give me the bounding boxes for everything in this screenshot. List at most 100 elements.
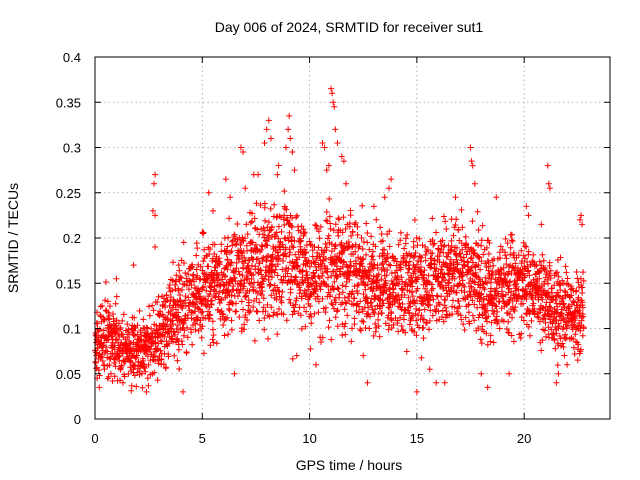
data-point [212,257,219,264]
data-point [564,275,571,282]
data-point [579,284,586,291]
data-point [528,317,535,324]
data-point [423,248,430,255]
data-point [523,243,530,250]
data-point [433,229,440,236]
data-point [560,280,567,287]
data-point [409,293,416,300]
data-point [250,287,257,294]
data-point [102,297,109,304]
data-point [386,285,393,292]
data-point [257,202,264,209]
data-point [302,323,309,330]
data-point [323,217,330,224]
data-point [492,303,499,310]
data-point [410,243,417,250]
data-point [243,221,250,228]
data-point [285,126,292,133]
data-point [192,320,199,327]
data-point [539,337,546,344]
data-point [268,268,275,275]
data-point [286,246,293,253]
data-point [312,286,319,293]
data-point [541,278,548,285]
data-point [325,162,332,169]
data-point [413,297,420,304]
data-point [103,344,110,351]
data-point [551,337,558,344]
data-point [500,292,507,299]
data-point [242,235,249,242]
data-point [261,204,268,211]
data-point [251,337,258,344]
data-point [250,271,257,278]
data-point [366,246,373,253]
data-point [157,308,164,315]
data-point [485,259,492,266]
data-point [270,312,277,319]
data-point [484,384,491,391]
data-point [508,270,515,277]
data-point [211,241,218,248]
data-point [408,289,415,296]
data-point [370,332,377,339]
data-point [481,286,488,293]
data-point [442,218,449,225]
data-point [347,207,354,214]
data-point [430,241,437,248]
data-point [436,258,443,265]
data-point [552,345,559,352]
data-point [352,241,359,248]
data-point [235,286,242,293]
data-point [575,279,582,286]
data-point [334,139,341,146]
data-point [580,269,587,276]
data-point [509,238,516,245]
data-point [451,304,458,311]
data-point [539,296,546,303]
data-point [404,269,411,276]
data-point [570,321,577,328]
data-point [175,262,182,269]
y-tick-label: 0.4 [63,50,81,65]
data-point [124,321,131,328]
data-point [233,259,240,266]
data-point [186,277,193,284]
data-point [544,162,551,169]
data-point [519,300,526,307]
data-point [155,293,162,300]
data-point [346,269,353,276]
data-point [507,294,514,301]
data-point [273,229,280,236]
data-point [279,241,286,248]
data-point [134,339,141,346]
data-point [438,279,445,286]
data-point [102,278,109,285]
data-point [289,215,296,222]
data-point [575,296,582,303]
data-point [448,247,455,254]
data-point [475,227,482,234]
data-point [471,180,478,187]
data-point [150,307,157,314]
data-point [363,220,370,227]
data-point [388,325,395,332]
data-point [478,340,485,347]
data-point [541,312,548,319]
data-point [490,339,497,346]
data-point [561,287,568,294]
data-point [314,249,321,256]
data-point [231,275,238,282]
data-point [469,162,476,169]
data-point [433,265,440,272]
data-point [297,287,304,294]
data-point [176,365,183,372]
data-point [409,277,416,284]
data-point [478,370,485,377]
data-point [170,328,177,335]
data-point [529,292,536,299]
data-point [466,320,473,327]
data-point [357,326,364,333]
data-point [323,209,330,216]
data-point [227,262,234,269]
